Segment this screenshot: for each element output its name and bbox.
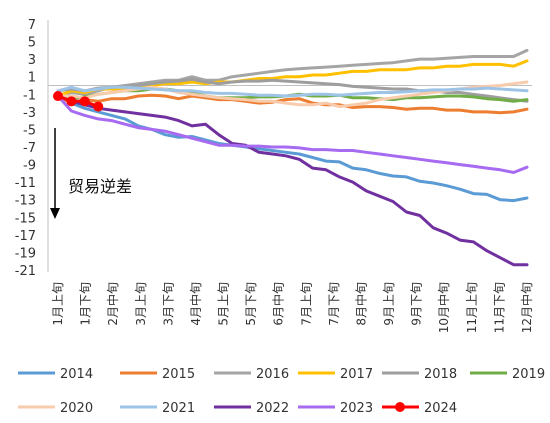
series-line-2018	[56, 77, 529, 103]
x-tick-label: 4月中旬	[188, 282, 203, 326]
y-tick-label: -11	[15, 176, 36, 191]
legend: 2014 2015 2016 2017 2018 2019 2020 2021 2022 2023…	[18, 367, 545, 416]
x-tick-label: 11月下旬	[492, 282, 506, 333]
y-tick-label: -1	[23, 88, 36, 103]
legend-label-2021: 2021	[162, 401, 195, 416]
y-tick-label: 5	[28, 36, 36, 51]
legend-label-2023: 2023	[340, 401, 373, 416]
x-tick-label: 12月中旬	[519, 282, 534, 333]
y-tick-label: -7	[23, 141, 36, 156]
y-tick-label: -9	[23, 159, 36, 174]
annotation-arrowhead	[50, 208, 60, 219]
y-tick-label: 1	[28, 71, 36, 86]
series-line-2015	[56, 93, 529, 115]
y-tick-label: -3	[23, 106, 36, 121]
x-tick-label: 3月下旬	[161, 282, 175, 326]
annotation-text: 贸易逆差	[68, 177, 132, 196]
y-tick-label: -19	[15, 246, 36, 261]
y-tick-label: -21	[15, 264, 36, 279]
y-tick-label: -5	[23, 123, 36, 138]
y-tick-label: -17	[15, 229, 36, 244]
y-tick-label: 3	[28, 53, 36, 68]
series-line-2021	[56, 85, 529, 98]
legend-label-2014: 2014	[60, 367, 93, 382]
x-tick-label: 5月下旬	[244, 282, 258, 326]
series-line-2024	[56, 94, 100, 109]
legend-label-2022: 2022	[256, 401, 289, 416]
y-tick-label: 7	[28, 18, 36, 33]
axes: 7 5 3 1 -1 -3 -5 -7 -9 -11 -13 -15 -17 -19 -21 1月上旬 1月下旬…	[15, 18, 534, 333]
series-line-2016	[56, 48, 529, 98]
legend-marker-2024	[395, 402, 405, 412]
series-line-2014	[56, 94, 529, 203]
series-line-2022	[56, 94, 529, 267]
x-tick-label: 1月下旬	[79, 282, 93, 326]
x-tick-label: 9月上旬	[382, 282, 396, 326]
legend-label-2016: 2016	[256, 367, 289, 382]
y-tick-label: -15	[15, 211, 36, 226]
series-marker-2024	[66, 96, 77, 107]
x-tick-label: 3月上旬	[134, 282, 148, 326]
legend-label-2018: 2018	[424, 367, 457, 382]
series-marker-2024	[93, 101, 104, 112]
legend-label-2024: 2024	[424, 401, 457, 416]
x-tick-label: 9月下旬	[410, 282, 424, 326]
x-tick-label: 2月中旬	[105, 282, 120, 326]
series-line-2023	[56, 94, 529, 174]
x-tick-label: 7月下旬	[327, 282, 341, 326]
legend-label-2015: 2015	[162, 367, 195, 382]
x-tick-label: 7月上旬	[299, 282, 313, 326]
x-tick-label: 6月中旬	[271, 282, 286, 326]
x-tick-label: 10月中旬	[436, 282, 451, 333]
legend-label-2017: 2017	[340, 367, 373, 382]
series-marker-2024	[79, 96, 90, 107]
legend-label-2019: 2019	[512, 367, 545, 382]
legend-label-2020: 2020	[60, 401, 93, 416]
x-tick-label: 1月上旬	[51, 282, 65, 326]
y-tick-label: -13	[15, 194, 36, 209]
series-lines	[53, 48, 529, 267]
x-tick-label: 11月上旬	[465, 282, 479, 333]
x-tick-label: 8月中旬	[353, 282, 368, 326]
trade-deficit-annotation: 贸易逆差	[50, 128, 132, 219]
series-marker-2024	[53, 91, 63, 102]
x-tick-label: 5月上旬	[217, 282, 231, 326]
